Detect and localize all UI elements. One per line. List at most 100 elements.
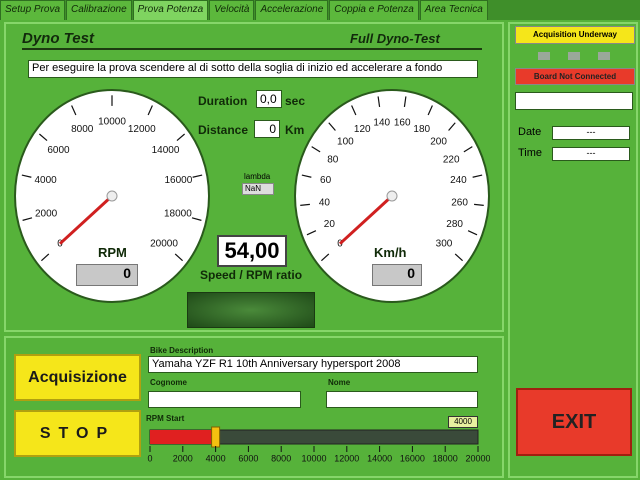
gauge-tick-label: 20 <box>324 219 336 230</box>
rpm-label: RPM <box>98 245 127 260</box>
gauge-tick-label: 18000 <box>164 209 192 220</box>
gauge-tick <box>311 146 321 153</box>
acquire-button[interactable]: Acquisizione <box>14 354 141 401</box>
gauge-needle <box>58 194 114 245</box>
slider-tick-label: 2000 <box>173 453 193 463</box>
gauge-tick <box>41 253 50 262</box>
slider-tick-label: 6000 <box>238 453 258 463</box>
gauge-tick <box>377 96 381 108</box>
nome-label: Nome <box>328 378 351 387</box>
gauge-tick <box>147 105 153 116</box>
gauge-tick-label: 8000 <box>71 124 94 135</box>
date-value: --- <box>552 126 630 140</box>
distance-value: 0 <box>254 120 280 138</box>
gauge-tick <box>472 174 483 178</box>
bike-label: Bike Description <box>150 346 214 355</box>
slider-fill <box>150 430 216 444</box>
gauge-tick-label: 300 <box>436 238 453 249</box>
gauge-tick-label: 4000 <box>34 175 57 186</box>
gauge-tick-label: 200 <box>430 137 447 148</box>
tab[interactable]: Setup Prova <box>0 0 66 20</box>
gauge-needle <box>338 194 394 245</box>
status-led <box>568 52 580 60</box>
slider-handle <box>211 426 221 448</box>
gauge-tick <box>192 174 203 178</box>
slider-tick-label: 8000 <box>271 453 291 463</box>
gauge-tick-label: 220 <box>443 154 460 165</box>
gauge-tick <box>300 203 310 206</box>
exit-button[interactable]: EXIT <box>516 388 632 456</box>
slider-tick-label: 20000 <box>465 453 490 463</box>
stop-button[interactable]: STOP <box>14 410 141 457</box>
gauge-tick <box>306 230 317 236</box>
tab-bar-fill <box>500 0 640 20</box>
gauge-tick <box>403 96 407 108</box>
gauge-tick-label: 16000 <box>165 175 193 186</box>
gauge-tick <box>474 203 484 206</box>
time-value: --- <box>552 147 630 161</box>
time-label: Time <box>518 147 543 159</box>
slider-tick-label: 16000 <box>400 453 425 463</box>
rpm-start-value[interactable]: 4000 <box>448 416 478 428</box>
gauge-tick-label: 280 <box>446 219 463 230</box>
gauge-tick-label: 10000 <box>98 116 126 127</box>
tab[interactable]: Area Tecnica <box>419 0 488 20</box>
rpm-start-label: RPM Start <box>146 414 185 423</box>
distance-unit: Km <box>285 123 305 137</box>
gauge-tick-label: 140 <box>373 117 390 128</box>
slider-tick-label: 18000 <box>433 453 458 463</box>
gauge-tick-label: 12000 <box>128 124 156 135</box>
gauge-tick-label: 240 <box>450 175 467 186</box>
gauge-tick <box>22 217 33 221</box>
duration-unit: sec <box>285 94 306 108</box>
message: Per eseguire la prova scendere al di sot… <box>28 60 478 78</box>
duration-value: 0,0 <box>256 90 282 108</box>
gauge-tick-label: 2000 <box>35 209 58 220</box>
slider-tick-label: 4000 <box>206 453 226 463</box>
gauge-tick <box>174 253 183 262</box>
nome-input[interactable] <box>326 391 478 408</box>
title-rule <box>22 48 482 50</box>
status-panel <box>508 22 638 478</box>
gauge-tick <box>328 122 336 131</box>
bike-value[interactable]: Yamaha YZF R1 10th Anniversary hyperspor… <box>148 356 478 373</box>
title: Dyno Test <box>22 30 94 47</box>
control-panel <box>4 336 504 478</box>
gauge-tick <box>448 122 456 131</box>
rpm-readout: 0 <box>76 264 138 286</box>
cognome-input[interactable] <box>148 391 301 408</box>
indicator-led <box>187 292 315 328</box>
gauge-tick <box>301 174 312 178</box>
gauge-tick-label: 6000 <box>47 145 70 156</box>
tab[interactable]: Calibrazione <box>66 0 132 20</box>
gauge-tick-label: 100 <box>337 137 354 148</box>
gauge-tick <box>321 253 330 262</box>
gauge-tick <box>467 230 478 236</box>
tab[interactable]: Accelerazione <box>255 0 329 20</box>
tab[interactable]: Coppia e Potenza <box>329 0 419 20</box>
lambda-label: lambda <box>244 172 271 181</box>
gauge-tick <box>351 105 357 116</box>
gauge-tick-label: 40 <box>319 198 331 209</box>
slider-tick-label: 14000 <box>367 453 392 463</box>
gauge-tick <box>454 253 463 262</box>
gauge-tick-label: 260 <box>451 198 468 209</box>
speed-label: Km/h <box>374 245 407 260</box>
gauge-hub <box>106 190 118 202</box>
tab[interactable]: Velocità <box>209 0 255 20</box>
distance-label: Distance <box>198 123 249 137</box>
gauge-tick-label: 160 <box>394 117 411 128</box>
tab[interactable]: Prova Potenza <box>132 0 209 20</box>
slider-tick-label: 0 <box>147 453 152 463</box>
slider-tick-label: 12000 <box>334 453 359 463</box>
rpm-start-slider[interactable]: 0 2000 4000 6000 8000 10000 12000 14000 16000 180… <box>140 426 490 470</box>
board-status: Board Not Connected <box>515 68 635 85</box>
acquisition-status: Acquisition Underway <box>515 26 635 44</box>
gauge-tick <box>38 133 48 141</box>
gauge-tick <box>463 146 473 153</box>
gauge-tick-label: 120 <box>354 124 371 135</box>
gauge-hub <box>386 190 398 202</box>
gauge-tick-label: 180 <box>413 124 430 135</box>
